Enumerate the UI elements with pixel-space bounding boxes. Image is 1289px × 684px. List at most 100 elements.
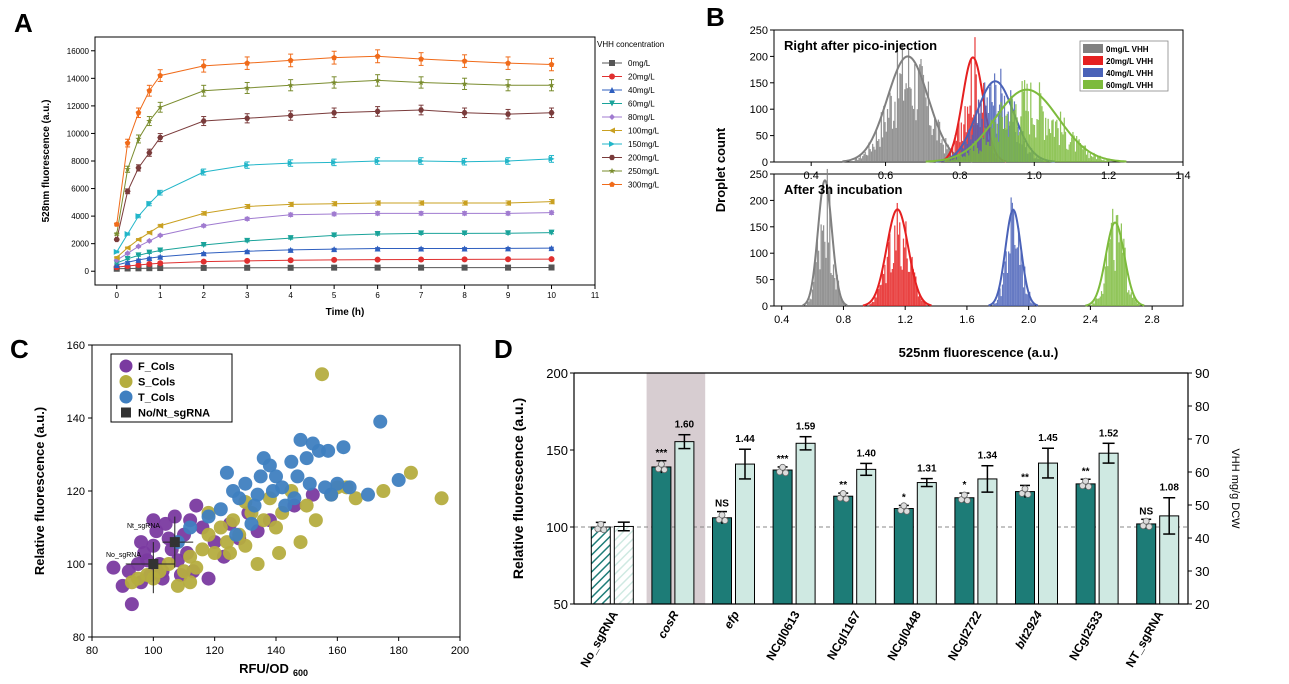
- histogram-bar: [832, 264, 835, 306]
- data-point: [183, 549, 198, 564]
- data-point: [374, 245, 381, 252]
- data-point: [548, 209, 555, 216]
- fit-curve: [1085, 221, 1145, 307]
- data-point: [331, 256, 338, 263]
- x-tick-label: 0.8: [952, 170, 967, 182]
- y2-tick-label: 60: [1195, 465, 1209, 480]
- series-100mg/L: [113, 198, 555, 261]
- x-axis-label: 525nm fluorescence (a.u.): [899, 345, 1059, 360]
- histogram-bar: [925, 97, 927, 162]
- data-point: [124, 259, 131, 266]
- histogram-bar: [1131, 297, 1134, 306]
- bar-vhh: [795, 442, 816, 605]
- histogram-bar: [1135, 301, 1137, 306]
- histogram-bar: [884, 264, 886, 306]
- bar-vhh: [1038, 462, 1058, 605]
- data-point: [223, 546, 237, 561]
- histogram-bar: [1004, 128, 1006, 162]
- data-point: [113, 248, 120, 255]
- histogram-bar: [1003, 272, 1005, 306]
- histogram-bar: [901, 44, 904, 162]
- histogram-bar: [1089, 153, 1091, 162]
- fold-change-label: 1.52: [1099, 428, 1119, 439]
- data-point: [200, 169, 207, 176]
- histogram-bar: [881, 268, 884, 306]
- data-point: [229, 527, 244, 542]
- bar-group-NCgl1167: ** 1.40 NCgl1167: [824, 448, 876, 662]
- x-tick-label: 0.6: [878, 170, 893, 182]
- histogram-bar: [959, 142, 961, 162]
- data-point: [189, 498, 204, 513]
- histogram-bar: [874, 149, 876, 162]
- histogram-60mg/L VHH: [1085, 208, 1145, 307]
- histogram-bar: [981, 136, 984, 162]
- histogram-bar: [973, 150, 975, 162]
- data-point: [331, 232, 338, 239]
- histogram-bar: [841, 300, 843, 306]
- histogram-bar: [953, 158, 955, 162]
- histogram-bar: [1014, 244, 1016, 306]
- histogram-bar: [975, 141, 977, 162]
- histogram-bar: [983, 138, 985, 162]
- legend-label: 20mg/L VHH: [1106, 57, 1153, 66]
- data-point: [124, 597, 139, 612]
- histogram-bar: [1097, 156, 1099, 162]
- legend-label: F_Cols: [138, 361, 175, 373]
- histogram-bar: [997, 110, 999, 162]
- histogram-bar: [821, 230, 823, 306]
- histogram-bar: [1069, 142, 1072, 162]
- data-point: [287, 264, 294, 271]
- histogram-bar: [994, 121, 996, 162]
- data-point: [548, 264, 555, 271]
- histogram-bar: [1045, 117, 1047, 162]
- legend-marker: [119, 390, 133, 404]
- data-point: [244, 60, 251, 66]
- data-point: [505, 256, 512, 263]
- y-tick-label: 200: [546, 366, 568, 381]
- histogram-bar: [814, 264, 816, 306]
- histogram-bar: [902, 238, 905, 306]
- x-tick-label: 6: [375, 291, 380, 300]
- histogram-bar: [1138, 303, 1140, 306]
- data-point: [200, 250, 207, 257]
- histogram-bar: [921, 66, 923, 162]
- histogram-bar: [998, 288, 1000, 306]
- data-point: [461, 230, 468, 237]
- data-point: [226, 513, 241, 528]
- histogram-bar: [931, 135, 933, 162]
- histogram-bar: [872, 143, 874, 162]
- x-tick-label: 180: [389, 645, 407, 657]
- y-tick-label: 16000: [67, 47, 90, 56]
- histogram-bar: [979, 150, 981, 162]
- data-point: [461, 256, 468, 263]
- data-point: [244, 203, 251, 210]
- data-point: [238, 476, 253, 491]
- plot-frame: [773, 173, 1184, 307]
- data-point: [200, 118, 207, 124]
- histogram-bar: [962, 157, 964, 162]
- histogram-bar: [948, 158, 950, 162]
- histogram-bar: [917, 68, 920, 162]
- histogram-bar: [969, 128, 971, 162]
- histogram-bar: [808, 301, 810, 306]
- histogram-bar: [1108, 242, 1110, 306]
- legend-label: 80mg/L: [628, 113, 655, 122]
- histogram-bar: [943, 153, 946, 162]
- x-tick-label: 2.8: [1144, 314, 1159, 326]
- legend-label: S_Cols: [138, 377, 175, 389]
- histogram-bar: [911, 256, 913, 306]
- data-point: [135, 252, 142, 259]
- data-point: [287, 235, 294, 242]
- data-point: [135, 256, 142, 263]
- data-point: [548, 61, 555, 67]
- subplot-title: Right after pico-injection: [784, 38, 937, 53]
- x-tick-label: 10: [547, 291, 556, 300]
- series-No/Nt_sgRNA: [125, 516, 194, 594]
- bar-vhh: [613, 525, 634, 605]
- histogram-bar: [1095, 159, 1098, 162]
- histogram-bar: [924, 86, 926, 162]
- y-tick-label: 150: [750, 78, 768, 90]
- data-point: [269, 469, 283, 484]
- histogram-bar: [961, 147, 964, 162]
- data-point: [262, 458, 277, 473]
